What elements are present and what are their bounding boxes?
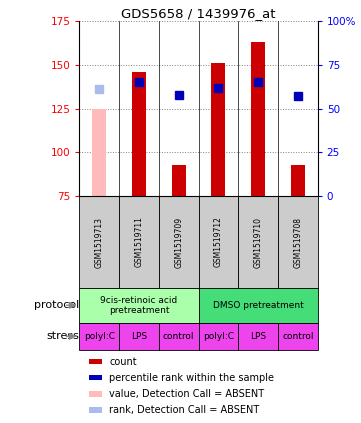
Bar: [119, 196, 159, 288]
Bar: [89, 375, 102, 380]
Bar: [159, 322, 199, 350]
Bar: [92, 109, 106, 196]
Bar: [251, 42, 265, 196]
Text: GSM1519713: GSM1519713: [95, 217, 104, 267]
Bar: [132, 72, 146, 196]
Bar: [199, 196, 238, 288]
Text: GSM1519708: GSM1519708: [293, 217, 302, 267]
Bar: [79, 322, 119, 350]
Text: percentile rank within the sample: percentile rank within the sample: [109, 373, 274, 383]
Text: GSM1519712: GSM1519712: [214, 217, 223, 267]
Text: control: control: [163, 332, 195, 341]
Text: rank, Detection Call = ABSENT: rank, Detection Call = ABSENT: [109, 405, 260, 415]
Bar: [238, 322, 278, 350]
Bar: [238, 196, 278, 288]
Text: control: control: [282, 332, 314, 341]
Title: GDS5658 / 1439976_at: GDS5658 / 1439976_at: [121, 7, 276, 20]
Bar: [212, 63, 225, 196]
Text: count: count: [109, 357, 137, 367]
Bar: [291, 165, 305, 196]
Bar: [119, 322, 159, 350]
Bar: [278, 196, 318, 288]
Text: value, Detection Call = ABSENT: value, Detection Call = ABSENT: [109, 389, 265, 399]
Bar: [172, 165, 186, 196]
Bar: [79, 288, 199, 322]
Text: DMSO pretreatment: DMSO pretreatment: [213, 301, 304, 310]
Text: LPS: LPS: [131, 332, 147, 341]
Bar: [89, 359, 102, 364]
Text: protocol: protocol: [34, 300, 79, 310]
Text: 9cis-retinoic acid
pretreatment: 9cis-retinoic acid pretreatment: [100, 296, 178, 315]
Bar: [159, 196, 199, 288]
Text: GSM1519711: GSM1519711: [135, 217, 143, 267]
Text: GSM1519710: GSM1519710: [254, 217, 262, 267]
Bar: [199, 322, 238, 350]
Bar: [79, 196, 119, 288]
Text: stress: stress: [47, 331, 79, 341]
Bar: [89, 407, 102, 412]
Text: GSM1519709: GSM1519709: [174, 217, 183, 268]
Bar: [278, 322, 318, 350]
Text: polyI:C: polyI:C: [203, 332, 234, 341]
Text: polyI:C: polyI:C: [84, 332, 115, 341]
Text: LPS: LPS: [250, 332, 266, 341]
Bar: [89, 391, 102, 396]
Bar: [199, 288, 318, 322]
